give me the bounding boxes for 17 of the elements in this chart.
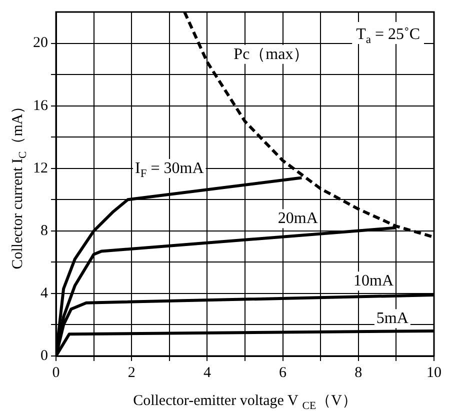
x-tick-label: 6	[279, 364, 288, 381]
x-tick-label: 10	[426, 364, 442, 381]
y-tick-label: 8	[40, 222, 48, 239]
series-label: Pc（max）	[234, 46, 310, 63]
y-tick-label: 12	[33, 160, 48, 176]
y-tick-label: 4	[40, 285, 48, 302]
y-axis-title: Collector current IC（mA）	[10, 98, 29, 270]
series-label: 10mA	[354, 272, 394, 290]
y-tick-label: 20	[33, 35, 48, 52]
y-tick-label: 16	[33, 98, 48, 114]
x-tick-label: 4	[203, 364, 212, 381]
x-tick-label: 2	[128, 364, 136, 381]
series-label: 20mA	[278, 210, 318, 228]
x-tick-label: 8	[354, 364, 362, 381]
y-tick-label: 0	[40, 348, 48, 364]
series-label: 5mA	[376, 310, 409, 328]
x-tick-label: 0	[52, 364, 60, 381]
